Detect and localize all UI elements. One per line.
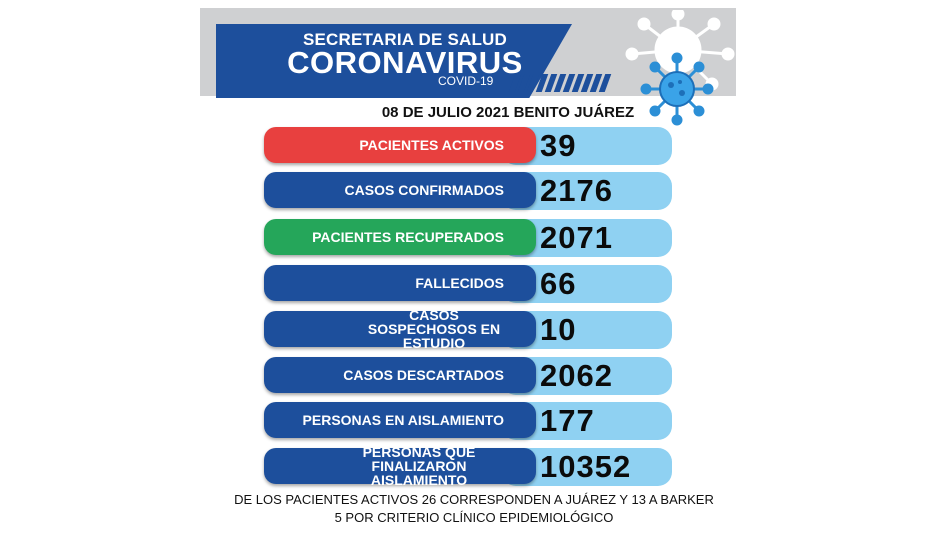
stat-value: 2176	[540, 173, 613, 208]
stat-row-finalizaron-aislamiento: PERSONAS QUE FINALIZARON AISLAMIENTO 103…	[264, 444, 674, 488]
coronavirus-icon	[625, 10, 735, 91]
header-secretaria: SECRETARIA DE SALUD	[302, 30, 508, 49]
stat-label: CASOS CONFIRMADOS	[344, 182, 504, 198]
stat-label-box: PACIENTES RECUPERADOS	[264, 219, 536, 255]
stat-value: 10352	[540, 449, 632, 484]
date-location: 08 DE JULIO 2021 BENITO JUÁREZ	[381, 104, 635, 121]
stat-row-personas-aislamiento: PERSONAS EN AISLAMIENTO 177	[264, 402, 674, 440]
stat-label-box: PACIENTES ACTIVOS	[264, 127, 536, 163]
stat-value: 39	[540, 128, 577, 163]
stat-value: 177	[540, 403, 595, 438]
stat-label: PACIENTES ACTIVOS	[359, 137, 504, 153]
stat-value: 10	[540, 312, 577, 347]
stat-label-box: CASOS SOSPECHOSOS EN ESTUDIO	[264, 307, 536, 351]
stat-label: CASOS DESCARTADOS	[343, 367, 504, 383]
stat-label: CASOS SOSPECHOSOS EN ESTUDIO	[367, 307, 501, 351]
stat-label-box: CASOS DESCARTADOS	[264, 357, 536, 393]
stat-value: 2062	[540, 358, 613, 393]
header-coronavirus: CORONAVIRUS	[287, 45, 523, 80]
stat-value: 66	[540, 266, 577, 301]
decorative-stripes	[508, 74, 616, 94]
stat-label: PERSONAS EN AISLAMIENTO	[302, 412, 504, 428]
footer-note-1: DE LOS PACIENTES ACTIVOS 26 CORRESPONDEN…	[234, 492, 714, 507]
stat-row-pacientes-activos: PACIENTES ACTIVOS 39	[264, 127, 674, 165]
stat-label: PERSONAS QUE FINALIZARON AISLAMIENTO	[362, 444, 476, 488]
stat-label-box: FALLECIDOS	[264, 265, 536, 301]
stat-row-casos-sospechosos: CASOS SOSPECHOSOS EN ESTUDIO 10	[264, 307, 674, 351]
header-covid: COVID-19	[438, 74, 494, 88]
stat-label: FALLECIDOS	[415, 275, 504, 291]
stat-row-casos-confirmados: CASOS CONFIRMADOS 2176	[264, 172, 674, 210]
stat-value: 2071	[540, 220, 613, 255]
stat-row-casos-descartados: CASOS DESCARTADOS 2062	[264, 357, 674, 395]
virus-blue-icon	[640, 52, 714, 126]
infographic-poster: SECRETARIA DE SALUD CORONAVIRUS COVID-19…	[200, 8, 736, 533]
stat-label: PACIENTES RECUPERADOS	[312, 229, 504, 245]
stat-label-box: PERSONAS QUE FINALIZARON AISLAMIENTO	[264, 444, 536, 488]
footer-note-2: 5 POR CRITERIO CLÍNICO EPIDEMIOLÓGICO	[334, 510, 614, 525]
stat-row-fallecidos: FALLECIDOS 66	[264, 265, 674, 303]
stat-label-box: PERSONAS EN AISLAMIENTO	[264, 402, 536, 438]
stat-label-box: CASOS CONFIRMADOS	[264, 172, 536, 208]
stat-row-pacientes-recuperados: PACIENTES RECUPERADOS 2071	[264, 219, 674, 257]
